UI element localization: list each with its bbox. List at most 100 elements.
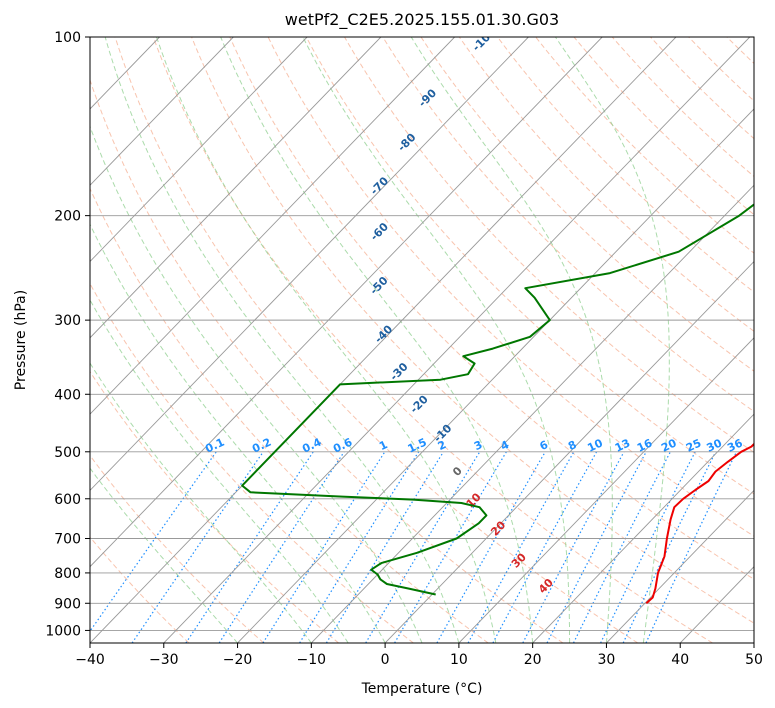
dry-adiabat-line	[726, 37, 754, 65]
dry-adiabat-line	[573, 37, 754, 216]
mixing-ratio-line	[492, 451, 598, 643]
x-tick-label: 20	[524, 652, 542, 668]
dry-adiabat-label: -90	[416, 86, 439, 109]
mixing-ratio-line	[394, 451, 507, 643]
mixing-ratio-line	[262, 451, 386, 643]
x-tick-label: 0	[381, 652, 390, 668]
x-axis-label: Temperature (°C)	[361, 681, 483, 697]
dry-adiabat-line	[229, 37, 754, 580]
mixing-ratio-line	[600, 451, 696, 643]
x-tick-label: 50	[745, 652, 763, 668]
isotherm-line	[311, 184, 754, 643]
mixing-ratio-line	[522, 451, 625, 643]
mixing-ratio-label: 1	[377, 438, 389, 453]
dry-adiabat-label: -60	[368, 220, 391, 243]
mixing-ratio-label: 8	[566, 438, 578, 453]
dry-adiabat-label: -20	[408, 393, 431, 416]
isotherm-line	[90, 37, 308, 263]
isotherm-line	[163, 37, 751, 643]
dry-adiabat-label: -50	[367, 274, 390, 297]
isotherm-line	[0, 37, 12, 643]
dry-adiabat-line	[305, 37, 754, 495]
x-tick-label: 30	[598, 652, 616, 668]
mixing-ratio-line	[325, 451, 445, 643]
plot-frame	[89, 36, 755, 644]
isotherm-line	[458, 337, 754, 643]
dry-adiabat-label: 40	[536, 576, 556, 596]
mixing-ratio-line	[645, 451, 738, 643]
dry-adiabat-line	[114, 37, 639, 643]
moist-adiabat-line	[90, 124, 423, 643]
mixing-ratio-label: 10	[585, 436, 605, 454]
dry-adiabat-label: -30	[387, 360, 410, 383]
mixing-ratio-line	[185, 451, 314, 643]
isotherm-line	[90, 37, 234, 186]
axes-layer: −40 −30 −20 −10 0 10 20 30 40 5010020030040050060…	[45, 30, 763, 668]
mixing-ratio-label: 0.4	[300, 435, 323, 455]
dry-adiabat-line	[765, 37, 775, 643]
dry-adiabat-label: -100	[470, 25, 499, 54]
dry-adiabat-line	[90, 78, 564, 643]
moist-adiabat-line	[220, 37, 534, 643]
dry-adiabat-line	[90, 187, 489, 643]
dry-adiabat-label: -10	[431, 421, 454, 444]
isotherm-line	[90, 37, 529, 492]
temperature-profile-line	[645, 442, 754, 605]
mixing-ratio-line	[622, 451, 717, 643]
dry-adiabat-line	[152, 37, 713, 643]
dry-adiabat-line	[650, 37, 754, 140]
moist-adiabat-line	[410, 37, 613, 643]
mixing-ratio-line	[365, 451, 481, 643]
isotherm-line	[90, 37, 677, 643]
moist-adiabat-line	[302, 37, 571, 643]
moist-adiabat-line	[90, 467, 238, 643]
isotherm-line	[384, 260, 754, 643]
y-tick-label: 1000	[45, 623, 81, 639]
mixing-ratio-line	[90, 451, 217, 633]
x-tick-label: −40	[75, 652, 105, 668]
dry-adiabat-line	[90, 370, 339, 643]
moist-adiabat-line	[90, 223, 386, 643]
y-tick-label: 200	[54, 209, 81, 225]
dry-adiabat-line	[267, 37, 754, 537]
y-tick-label: 800	[54, 566, 81, 582]
dry-adiabat-label: -70	[368, 174, 391, 197]
dry-adiabat-label: 0	[450, 464, 465, 479]
mixing-ratio-label: 0.1	[203, 436, 226, 456]
mixing-ratio-label: 6	[538, 438, 551, 453]
dry-adiabat-label: -40	[372, 322, 395, 345]
isotherm-line	[753, 642, 754, 643]
y-tick-label: 300	[54, 313, 81, 329]
dry-adiabat-label: 20	[488, 518, 508, 538]
y-axis-label: Pressure (hPa)	[13, 290, 29, 390]
mixing-ratio-label: 13	[613, 436, 632, 454]
moist-adiabat-line	[156, 37, 497, 643]
mixing-ratio-label: 36	[725, 436, 745, 454]
moist-adiabat-line	[90, 362, 312, 643]
dewpoint-profile-line	[241, 203, 754, 596]
isotherm-line	[90, 37, 603, 568]
mixing-ratio-label: 1.5	[406, 436, 429, 456]
dry-adiabat-line	[458, 37, 754, 332]
x-tick-label: −10	[297, 652, 327, 668]
mixing-ratio-line	[299, 451, 420, 643]
dry-adiabat-label: 30	[509, 550, 529, 570]
dry-adiabat-line	[688, 37, 754, 102]
x-tick-label: 10	[450, 652, 468, 668]
x-tick-label: −20	[223, 652, 253, 668]
dry-adiabat-line	[382, 37, 754, 413]
mixing-ratio-line	[218, 451, 345, 643]
dry-adiabat-line	[420, 37, 754, 372]
dry-adiabat-line	[191, 37, 754, 624]
x-tick-label: −30	[149, 652, 179, 668]
isotherm-line	[532, 413, 754, 643]
line-labels-layer: 0.1 0.2 0.4 0.6 1 1.5 2 3 4 6 8 10 13 16 20 25 30 36-100-…	[203, 25, 745, 596]
dry-adiabat-line	[90, 454, 265, 643]
isotherm-line	[90, 37, 382, 339]
y-tick-label: 700	[54, 532, 81, 548]
mixing-ratio-line	[546, 451, 647, 643]
mixing-ratio-label: 30	[705, 436, 725, 454]
dry-adiabat-line	[90, 536, 190, 643]
mixing-ratio-line	[467, 451, 575, 643]
